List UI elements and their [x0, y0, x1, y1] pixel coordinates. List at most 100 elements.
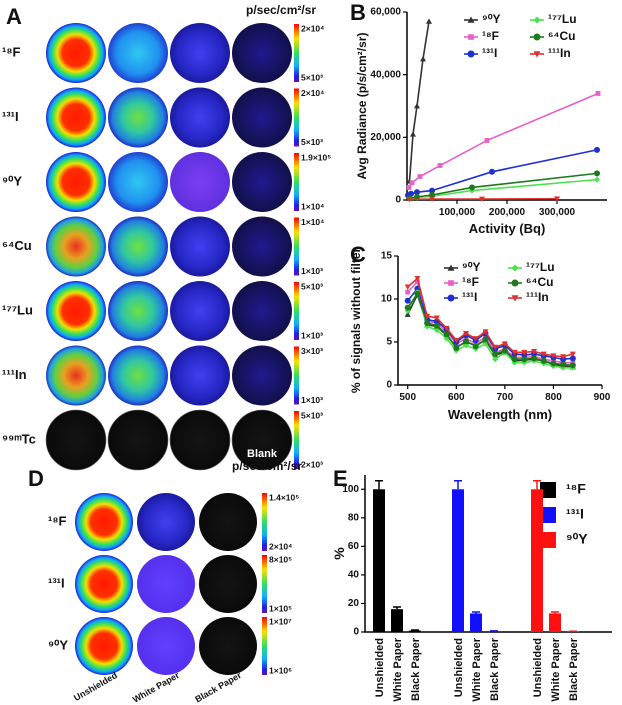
isotope-label: ¹¹¹In — [2, 367, 27, 382]
data-point — [433, 315, 440, 321]
well-image — [46, 281, 106, 341]
data-point — [594, 146, 600, 153]
well-image — [108, 281, 168, 341]
colorbar-min-label: 1×10⁴ — [301, 201, 324, 211]
data-point — [429, 187, 435, 194]
data-point — [409, 180, 415, 186]
data-point — [472, 336, 479, 342]
y-tick-label: 100 — [342, 484, 359, 495]
well-image — [170, 23, 230, 83]
data-point — [437, 163, 443, 168]
error-bar — [454, 479, 462, 490]
data-point — [433, 326, 440, 333]
data-point — [414, 275, 421, 282]
well-image — [137, 493, 195, 551]
axis-line — [406, 12, 607, 201]
data-point — [540, 351, 547, 358]
panel-label: C — [350, 242, 366, 267]
well-image — [199, 617, 257, 675]
well-image — [137, 617, 195, 675]
data-point — [404, 284, 411, 290]
well-image — [46, 152, 106, 212]
y-tick-label: 20 — [348, 598, 360, 609]
legend-marker — [467, 50, 475, 58]
data-point — [404, 311, 411, 317]
colorbar-min-label: 1×10³ — [301, 395, 323, 405]
legend-label: ⁹⁰Y — [482, 12, 501, 26]
error-bar — [551, 611, 559, 614]
well-image — [75, 555, 133, 613]
y-tick-label: 20,000 — [370, 132, 401, 143]
well-image — [170, 216, 230, 277]
y-tick-label: 0 — [395, 195, 401, 206]
column-label: Unshielded — [72, 670, 119, 703]
well-image — [137, 555, 195, 613]
legend-marker — [511, 279, 519, 287]
legend-swatch — [540, 482, 556, 498]
legend-swatch — [540, 507, 556, 523]
data-point — [405, 289, 411, 295]
data-point — [492, 344, 499, 351]
data-point — [531, 355, 537, 362]
well-image — [232, 23, 292, 83]
x-tick-label: Black Paper — [410, 637, 422, 701]
bar — [531, 489, 543, 632]
data-point — [443, 325, 450, 332]
isotope-label: ⁹⁰Y — [2, 173, 22, 188]
data-point — [594, 176, 600, 183]
legend-marker — [533, 33, 541, 41]
y-tick-label: 80 — [348, 512, 360, 523]
isotope-label: ¹³¹I — [2, 109, 19, 124]
data-point — [479, 196, 485, 203]
isotope-label: ¹⁸F — [48, 513, 66, 528]
well-image — [232, 281, 292, 341]
data-point — [501, 341, 508, 347]
data-point — [521, 356, 528, 363]
data-point — [484, 138, 490, 143]
column-label: White Paper — [131, 670, 181, 705]
colorbar — [262, 617, 267, 675]
well-image — [108, 23, 168, 83]
y-axis-title: Avg Radiance (p/s/cm²/sr) — [355, 33, 369, 180]
y-tick-label: 5 — [386, 337, 392, 348]
data-point — [463, 331, 469, 337]
data-point — [453, 345, 460, 352]
legend-label: ¹¹¹In — [526, 290, 549, 304]
y-tick-label: 60 — [348, 541, 360, 552]
x-tick-label: 200,000 — [489, 207, 526, 218]
legend-label: ¹⁷⁷Lu — [548, 12, 577, 26]
data-point — [453, 337, 460, 344]
unit-label: p/sec/cm²/sr — [232, 459, 302, 473]
y-tick-label: 0 — [353, 627, 359, 638]
data-point — [433, 322, 440, 329]
well-image — [46, 87, 106, 148]
legend-swatch — [540, 532, 556, 548]
well-image — [108, 87, 168, 148]
well-image — [107, 409, 169, 471]
colorbar — [294, 282, 299, 340]
unit-label: p/sec/cm²/sr — [246, 3, 316, 17]
colorbar-min-label: 5×10³ — [301, 72, 323, 82]
x-tick-label: 700 — [497, 392, 514, 403]
data-point — [463, 342, 469, 349]
data-point — [531, 349, 537, 355]
data-point — [560, 361, 567, 368]
error-bar — [411, 629, 419, 631]
legend-marker — [447, 264, 455, 271]
legend-label: ¹⁸F — [482, 29, 499, 43]
isotope-label: ¹³¹I — [48, 575, 65, 590]
x-tick-label: White Paper — [550, 637, 562, 701]
isotope-label: ¹⁷⁷Lu — [2, 302, 33, 317]
isotope-label: ⁹⁹ᵐTc — [2, 431, 36, 446]
x-tick-label: 800 — [545, 392, 562, 403]
legend-label: ⁶⁴Cu — [548, 29, 575, 43]
legend-label: ¹⁸F — [462, 275, 479, 289]
legend-marker — [447, 294, 455, 302]
bar — [488, 631, 500, 632]
y-axis-title: % of signals without filter — [349, 248, 363, 394]
y-tick-label: 60,000 — [370, 7, 401, 18]
panel-label: A — [6, 4, 22, 29]
legend-marker — [511, 295, 519, 302]
legend-marker — [468, 34, 474, 40]
